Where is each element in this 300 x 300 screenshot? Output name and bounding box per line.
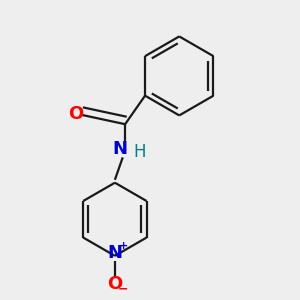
Text: H: H <box>133 143 146 161</box>
Text: +: + <box>119 241 128 251</box>
Text: N: N <box>112 140 128 158</box>
Text: O: O <box>107 274 122 292</box>
Text: −: − <box>118 283 128 296</box>
Text: O: O <box>68 105 83 123</box>
Text: N: N <box>107 244 122 262</box>
